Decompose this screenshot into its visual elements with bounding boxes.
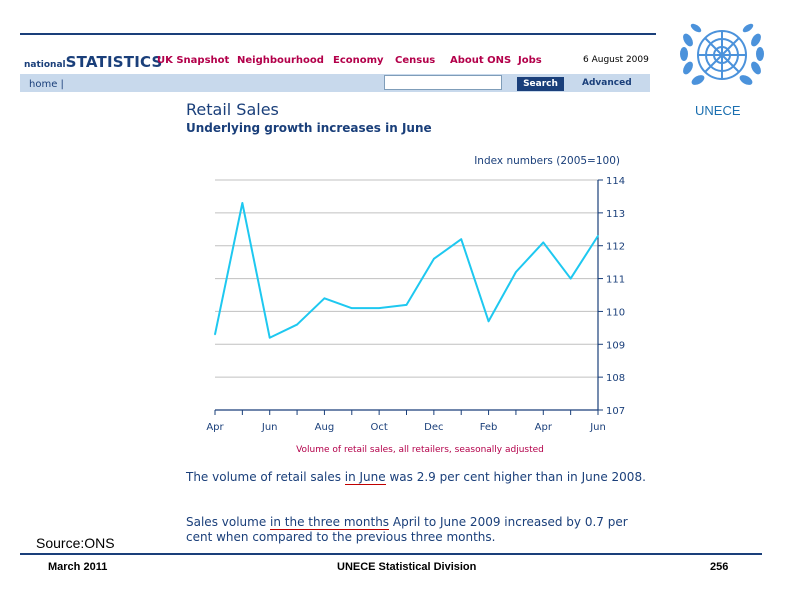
advanced-search-link[interactable]: Advanced	[582, 78, 632, 88]
nav-jobs[interactable]: Jobs	[518, 55, 542, 66]
y-tick-label: 111	[606, 275, 625, 286]
y-tick-label: 108	[606, 373, 625, 384]
data-point	[542, 241, 545, 244]
link-three-months[interactable]: in the three months	[270, 515, 390, 530]
data-point	[241, 202, 244, 204]
nav-uk-snapshot[interactable]: UK Snapshot	[157, 55, 230, 66]
data-point	[515, 271, 517, 273]
un-emblem-icon	[680, 23, 764, 85]
data-point	[296, 323, 298, 326]
retail-sales-chart: 107 108 109 110 111 112 113 114 Apr Jun Aug Oct Dec F…	[206, 155, 625, 455]
footer-organisation: UNECE Statistical Division	[337, 561, 477, 573]
paragraph-three-months: Sales volume in the three months April t…	[186, 515, 656, 545]
x-tick-label: Feb	[480, 422, 498, 433]
data-point	[460, 238, 463, 240]
data-point	[569, 277, 572, 280]
data-point	[268, 336, 271, 339]
chart-title: Index numbers (2005=100)	[474, 155, 620, 167]
x-tick-label: Apr	[206, 422, 224, 433]
logo-big: STATISTICS	[65, 53, 163, 71]
x-tick-label: Aug	[315, 422, 335, 433]
ons-logo[interactable]: nationalSTATISTICS	[24, 52, 162, 71]
bottom-rule	[20, 553, 762, 555]
top-rule	[20, 33, 656, 35]
data-point	[214, 333, 216, 336]
source-label: Source:ONS	[36, 535, 115, 551]
y-tick-label: 113	[606, 209, 625, 220]
data-point	[323, 297, 326, 300]
page-subtitle: Underlying growth increases in June	[186, 121, 432, 135]
data-point	[405, 304, 408, 306]
footer-date: March 2011	[48, 561, 108, 573]
series-line	[214, 202, 599, 339]
x-tick-label: Jun	[261, 422, 278, 433]
para2-post: April to June 2009 increased by 0.7 per …	[186, 515, 628, 544]
x-tick-label: Jun	[589, 422, 606, 433]
search-button[interactable]: Search	[517, 77, 564, 91]
x-tick-label: Oct	[370, 422, 387, 433]
paragraph-june: The volume of retail sales in June was 2…	[186, 470, 656, 485]
para1-pre: The volume of retail sales	[186, 470, 345, 484]
search-input[interactable]	[384, 75, 502, 90]
para2-pre: Sales volume	[186, 515, 271, 529]
y-tick-label: 109	[606, 340, 625, 351]
data-point	[487, 320, 490, 323]
x-tick-label: Dec	[424, 422, 443, 433]
y-tick-label: 114	[606, 176, 625, 187]
y-tick-label: 110	[606, 307, 625, 318]
nav-economy[interactable]: Economy	[333, 55, 384, 66]
data-point	[433, 258, 435, 260]
data-point	[378, 307, 380, 309]
page-title: Retail Sales	[186, 100, 279, 119]
nav-about-ons[interactable]: About ONS	[450, 55, 512, 66]
unece-label: UNECE	[695, 103, 741, 118]
para1-post: was 2.9 per cent higher than in June 200…	[385, 470, 646, 484]
nav-neighbourhood[interactable]: Neighbourhood	[237, 55, 324, 66]
x-tick-label: Apr	[535, 422, 553, 433]
header-date: 6 August 2009	[583, 55, 649, 65]
link-in-june[interactable]: in June	[344, 470, 386, 485]
home-link[interactable]: home |	[29, 79, 64, 90]
logo-small: national	[24, 60, 66, 70]
data-point	[597, 235, 599, 237]
y-tick-label: 112	[606, 242, 625, 253]
nav-census[interactable]: Census	[395, 55, 436, 66]
y-tick-label: 107	[606, 406, 625, 417]
footer-page-number: 256	[710, 561, 729, 573]
chart-caption: Volume of retail sales, all retailers, s…	[296, 445, 544, 455]
data-point	[350, 307, 353, 309]
